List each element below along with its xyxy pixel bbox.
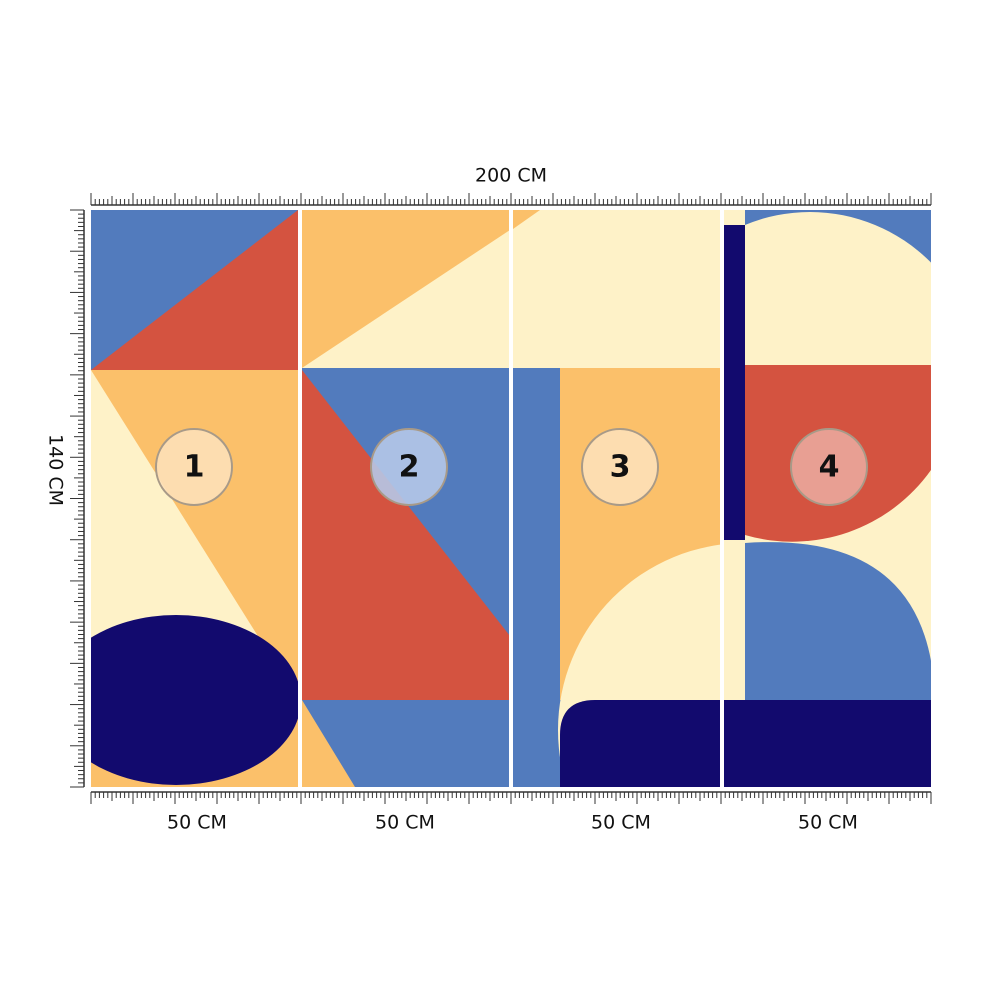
height-label: 140 CM — [45, 434, 67, 506]
panel-art — [91, 210, 298, 787]
panel-badge — [155, 428, 233, 506]
panel-width-label: 50 CM — [167, 812, 227, 834]
panel-art — [302, 210, 509, 787]
rulers — [70, 193, 932, 804]
panel-number: 3 — [610, 450, 631, 485]
panel-width-label: 50 CM — [375, 812, 435, 834]
panel-labels: 1 50 CM 2 50 CM 3 50 CM 4 50 CM — [155, 428, 868, 834]
panel-number: 1 — [184, 450, 205, 485]
panel-width-label: 50 CM — [798, 812, 858, 834]
panel-badge — [790, 428, 868, 506]
panel-art — [513, 210, 720, 787]
panel-width-label: 50 CM — [591, 812, 651, 834]
panel-number: 2 — [399, 450, 420, 485]
panel-badge — [370, 428, 448, 506]
panel-badge — [581, 428, 659, 506]
panel-number: 4 — [819, 450, 840, 485]
width-label: 200 CM — [475, 165, 547, 187]
